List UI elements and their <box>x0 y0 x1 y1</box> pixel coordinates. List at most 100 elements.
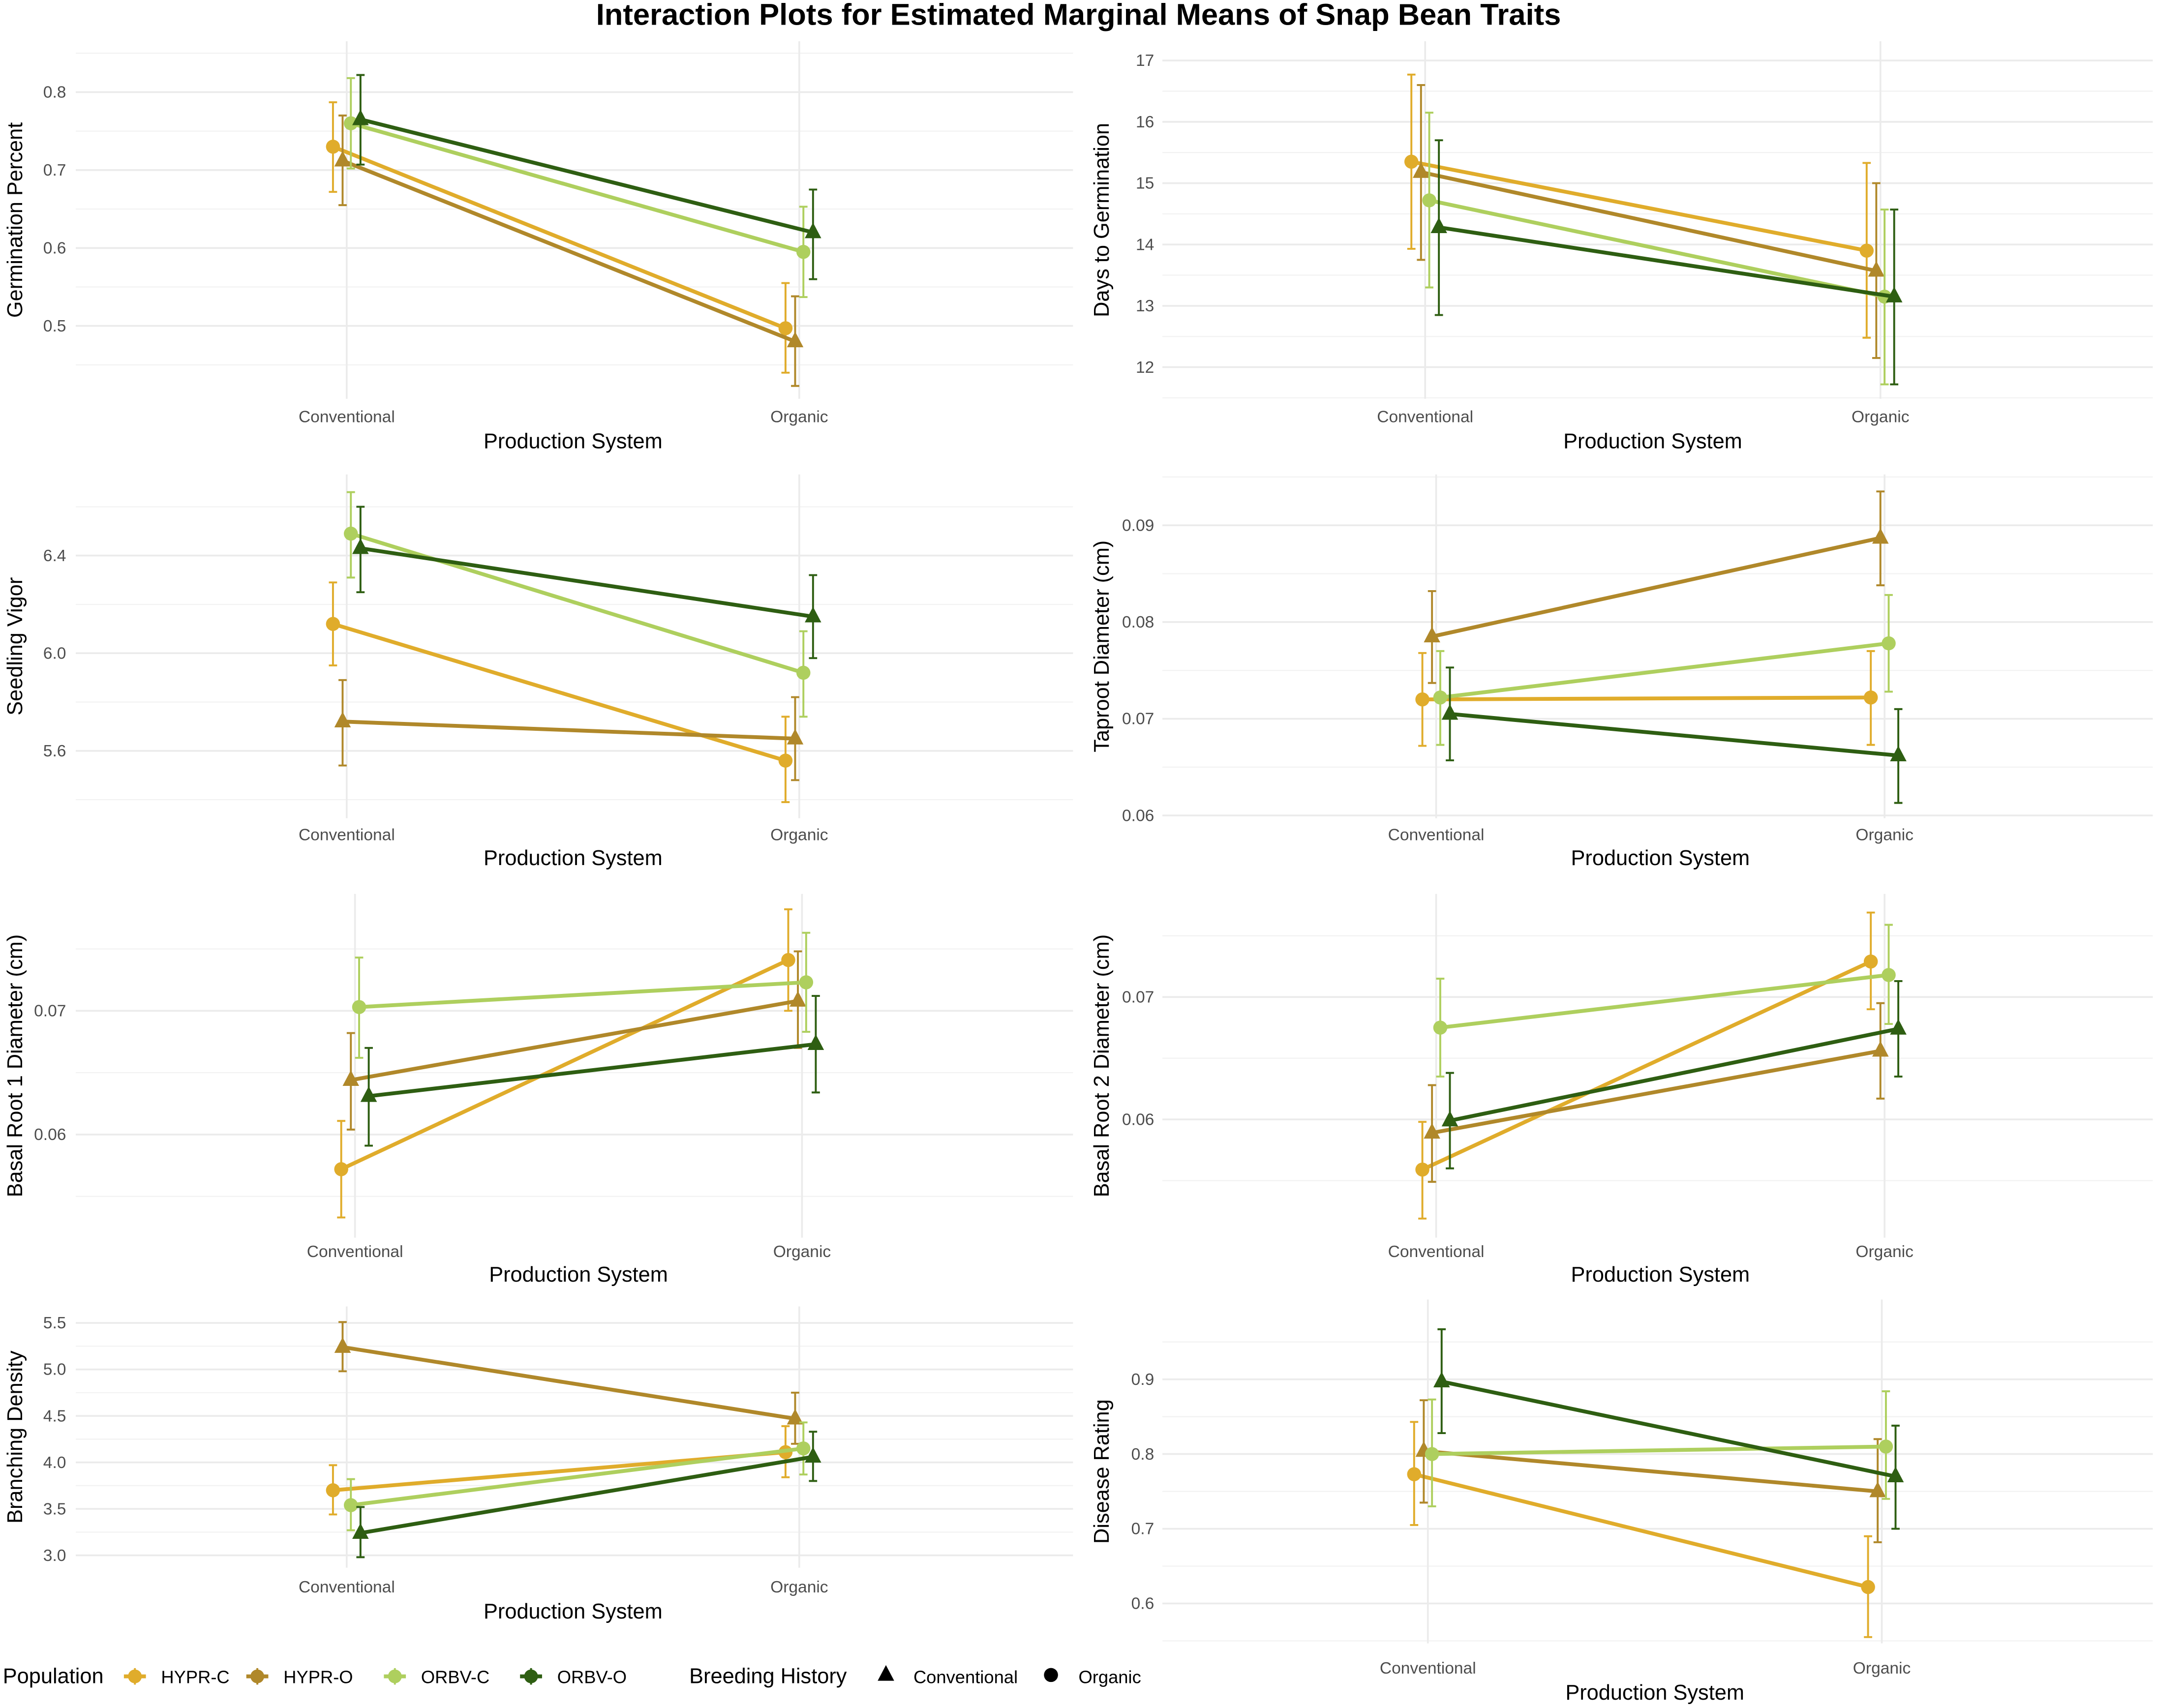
y-tick-label: 3.0 <box>43 1547 66 1565</box>
series-line <box>359 980 807 1009</box>
series-line <box>340 958 790 1171</box>
series-line <box>1420 170 1877 273</box>
data-point <box>807 1034 824 1050</box>
y-tick-label: 3.5 <box>43 1500 66 1518</box>
x-axis-title: Production System <box>1571 846 1750 870</box>
series-orbv-c <box>1425 1390 1893 1507</box>
y-tick-label: 0.7 <box>43 161 66 180</box>
panel-branching-density: 3.0 3.5 4.0 4.5 5.0 5.5 Conventional Organic Pro… <box>3 1306 1073 1623</box>
y-tick-label: 0.7 <box>1131 1520 1154 1538</box>
data-point <box>1882 636 1896 651</box>
series-orbv-o <box>1441 666 1907 804</box>
legend-item-label: ORBV-O <box>557 1667 627 1687</box>
data-point <box>352 538 369 554</box>
legend-population-title: Population <box>3 1665 104 1688</box>
y-tick-label: 14 <box>1136 236 1154 254</box>
series-hypr-o <box>1424 1002 1889 1183</box>
data-point <box>352 1000 366 1014</box>
y-tick-label: 0.06 <box>34 1126 66 1144</box>
y-tick-label: 6.0 <box>43 644 66 662</box>
data-point <box>342 1070 360 1086</box>
y-tick-label: 5.0 <box>43 1361 66 1379</box>
panel-disease-rating: 0.6 0.7 0.8 0.9 Conventional Organic Productio… <box>1090 1299 2153 1705</box>
data-point <box>1413 162 1429 178</box>
panel-basal-root-1-diameter-cm-: 0.06 0.07 Conventional Organic Production Sy… <box>3 894 1073 1287</box>
y-tick-label: 0.6 <box>43 239 66 257</box>
series-line <box>1441 1379 1896 1479</box>
y-tick-label: 0.07 <box>1122 989 1154 1007</box>
series-hypr-c <box>1415 911 1878 1220</box>
y-tick-label: 0.08 <box>1122 613 1154 631</box>
y-tick-label: 15 <box>1136 175 1154 193</box>
y-tick-label: 17 <box>1136 52 1154 70</box>
series-hypr-o <box>1424 490 1889 684</box>
series-line <box>360 118 814 235</box>
data-point <box>790 991 806 1007</box>
x-tick-label: Organic <box>1855 826 1913 844</box>
series-line <box>1431 1049 1881 1135</box>
series-line <box>350 121 804 254</box>
data-point <box>1433 690 1448 705</box>
x-tick-label: Conventional <box>299 408 395 426</box>
series-hypr-c <box>1407 1421 1875 1638</box>
series-line <box>1411 159 1867 253</box>
data-point <box>1424 627 1440 643</box>
x-tick-label: Organic <box>770 408 828 426</box>
data-point <box>787 1408 804 1425</box>
y-tick-label: 0.6 <box>1131 1595 1154 1613</box>
figure-title: Interaction Plots for Estimated Marginal… <box>596 0 1561 31</box>
data-point <box>1861 1580 1875 1594</box>
x-axis-title: Production System <box>1571 1263 1750 1287</box>
series-line <box>360 546 814 619</box>
y-tick-label: 0.06 <box>1122 807 1154 825</box>
data-point <box>1433 1372 1450 1387</box>
series-line <box>1440 641 1889 700</box>
data-point <box>1422 193 1436 208</box>
data-point <box>778 321 793 335</box>
y-tick-label: 16 <box>1136 113 1154 131</box>
data-point <box>796 244 811 259</box>
data-point <box>778 753 793 768</box>
x-axis-title: Production System <box>484 430 663 453</box>
legend-circle-icon <box>1044 1668 1058 1682</box>
data-point <box>343 1498 358 1512</box>
data-point <box>805 1447 821 1463</box>
y-tick-label: 0.5 <box>43 317 66 335</box>
legend-key-point <box>388 1669 402 1683</box>
y-tick-label: 4.0 <box>43 1454 66 1472</box>
legend-item-label: HYPR-O <box>283 1667 353 1687</box>
data-point <box>334 150 351 167</box>
x-tick-label: Conventional <box>1388 826 1485 844</box>
y-tick-label: 6.4 <box>43 547 66 565</box>
series-line <box>342 719 795 741</box>
y-tick-label: 0.06 <box>1122 1110 1154 1129</box>
data-point <box>1863 954 1878 969</box>
data-point <box>1872 528 1889 544</box>
data-point <box>787 331 804 348</box>
series-hypr-c <box>326 581 793 803</box>
data-point <box>1424 1123 1440 1139</box>
y-tick-label: 0.9 <box>1131 1371 1154 1389</box>
data-point <box>352 109 369 125</box>
y-tick-label: 0.09 <box>1122 516 1154 535</box>
x-tick-label: Organic <box>1855 1243 1913 1261</box>
series-line <box>1424 1449 1878 1494</box>
x-tick-label: Organic <box>770 826 828 844</box>
series-line <box>1431 536 1881 639</box>
y-tick-label: 0.8 <box>1131 1445 1154 1464</box>
y-tick-label: 4.5 <box>43 1407 66 1425</box>
series-line <box>1438 225 1895 299</box>
y-axis-title: Seedling Vigor <box>3 577 27 716</box>
series-hypr-o <box>342 950 806 1131</box>
legend-triangle-icon <box>878 1665 894 1681</box>
series-orbv-c <box>343 1421 811 1531</box>
legend-key-point <box>128 1669 142 1683</box>
data-point <box>1872 1041 1889 1057</box>
y-axis-title: Germination Percent <box>3 122 27 318</box>
series-line <box>1450 712 1899 758</box>
legend-breeding-title: Breeding History <box>689 1665 847 1688</box>
series-hypr-c <box>334 908 795 1219</box>
data-point <box>1407 1467 1422 1481</box>
series-hypr-o <box>334 679 804 781</box>
y-axis-title: Branching Density <box>3 1350 27 1524</box>
